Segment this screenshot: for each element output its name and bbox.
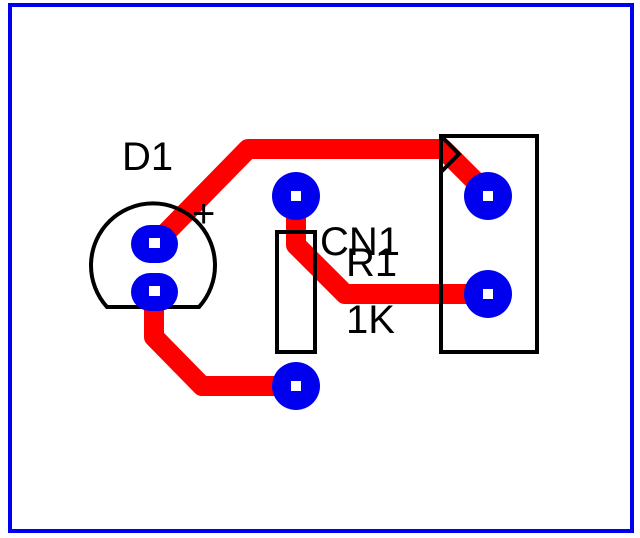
cn1-pad-2: [464, 270, 512, 318]
copper-traces: [144, 139, 498, 396]
cn1-pad-1: [464, 172, 512, 220]
trace-d1-anode-to-cn1-pin1: [146, 139, 498, 253]
r1-pad-1: [272, 172, 320, 220]
cn1-silkscreen: [439, 134, 539, 354]
r1-designator: R1: [346, 241, 397, 285]
d1-pad-anode: [131, 225, 178, 263]
r1-pad-2: [272, 362, 320, 410]
cn1-designator: CN1: [320, 220, 400, 264]
d1-designator: D1: [122, 135, 173, 179]
trace-r1-pin1-to-cn1-pin2: [286, 186, 498, 304]
cn1-body-outline: [439, 134, 539, 354]
r1-value: 1K: [346, 298, 395, 342]
d1-body-outline: [89, 201, 217, 309]
d1-polarity-mark: +: [192, 192, 215, 236]
r1-body-outline: [275, 230, 317, 354]
pads: [131, 172, 512, 410]
trace-d1-cathode-to-r1-pin2: [144, 280, 306, 396]
d1-pad-cathode: [131, 273, 178, 311]
d1-silkscreen: [89, 201, 217, 309]
cn1-pin1-marker: [439, 134, 462, 174]
